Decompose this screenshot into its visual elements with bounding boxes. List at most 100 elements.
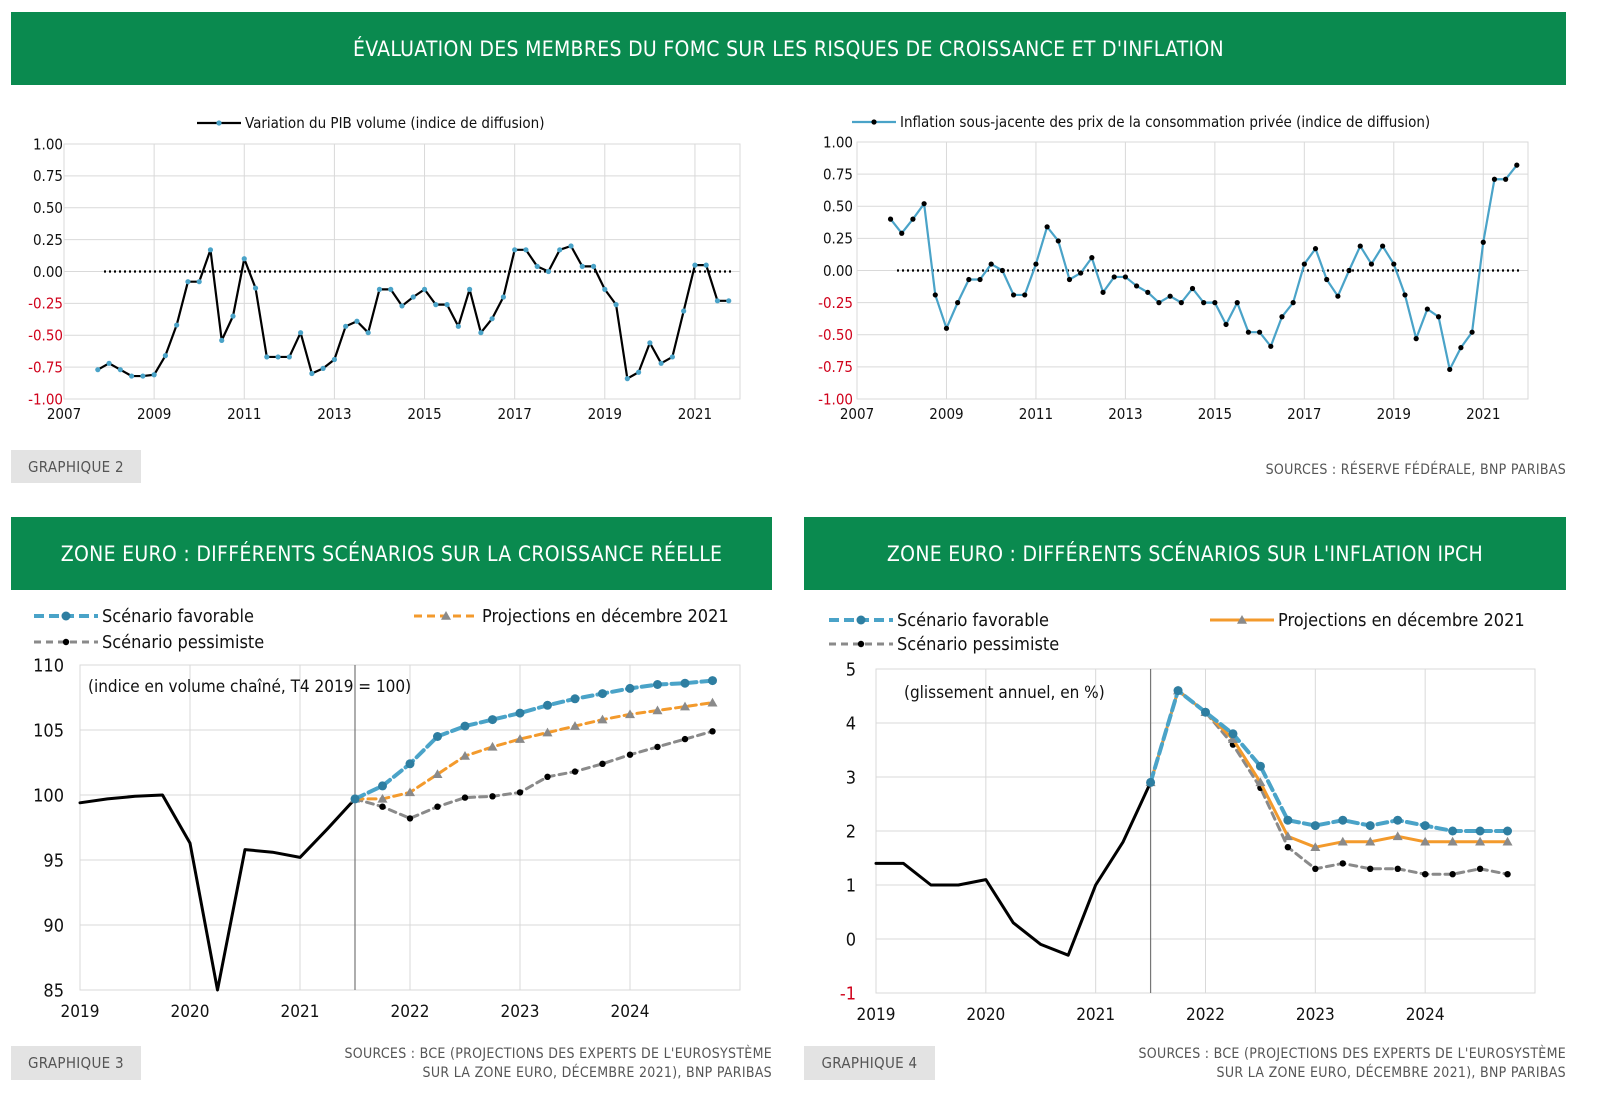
y-tick-label: 1 bbox=[846, 875, 856, 896]
data-point bbox=[488, 715, 497, 725]
graph4-banner: ZONE EURO : DIFFÉRENTS SCÉNARIOS SUR L'I… bbox=[804, 517, 1566, 590]
data-point bbox=[129, 373, 135, 379]
y-tick-label: 100 bbox=[33, 785, 64, 806]
data-point bbox=[1435, 314, 1442, 320]
series-line bbox=[353, 729, 714, 820]
data-point bbox=[140, 373, 146, 379]
data-point bbox=[999, 267, 1005, 274]
data-point bbox=[703, 262, 709, 268]
y-tick-label: 90 bbox=[43, 915, 64, 936]
graph4-sources-line1: SOURCES : BCE (PROJECTIONS DES EXPERTS D… bbox=[1138, 1046, 1566, 1062]
data-point bbox=[515, 734, 525, 743]
data-point bbox=[117, 367, 123, 373]
y-tick-label: 0.00 bbox=[33, 263, 63, 281]
data-point bbox=[1227, 734, 1238, 743]
data-point bbox=[680, 678, 690, 688]
data-point bbox=[570, 721, 580, 730]
y-tick-label: 85 bbox=[43, 980, 64, 1001]
data-point bbox=[654, 743, 661, 751]
data-point bbox=[1257, 329, 1263, 335]
graph2-tag: GRAPHIQUE 2 bbox=[11, 450, 141, 483]
legend-marker bbox=[871, 119, 877, 125]
graph2-sources: SOURCES : RÉSERVE FÉDÉRALE, BNP PARIBAS bbox=[1266, 461, 1566, 480]
y-tick-label: -0.50 bbox=[28, 327, 63, 345]
data-point bbox=[1310, 842, 1321, 851]
y-tick-label: -1 bbox=[840, 983, 856, 1004]
data-point bbox=[544, 773, 551, 780]
data-point bbox=[708, 676, 717, 686]
data-point bbox=[298, 330, 304, 336]
data-point bbox=[1033, 261, 1039, 267]
data-point bbox=[460, 751, 470, 760]
y-tick-label: 1.00 bbox=[823, 133, 853, 151]
data-point bbox=[1010, 292, 1017, 298]
x-tick-label: 2023 bbox=[501, 1002, 540, 1022]
data-point bbox=[1448, 826, 1458, 836]
data-point bbox=[515, 708, 525, 718]
data-point bbox=[1514, 162, 1520, 168]
data-point bbox=[1189, 285, 1196, 292]
data-point bbox=[977, 276, 983, 283]
data-point bbox=[489, 316, 495, 322]
graph3-banner: ZONE EURO : DIFFÉRENTS SCÉNARIOS SUR LA … bbox=[11, 517, 772, 590]
data-point bbox=[1420, 836, 1431, 846]
series-line bbox=[353, 678, 715, 801]
data-point bbox=[988, 261, 994, 267]
x-tick-label: 2021 bbox=[1466, 405, 1500, 423]
data-point bbox=[625, 709, 635, 719]
data-point bbox=[1167, 293, 1173, 299]
data-point bbox=[1491, 176, 1498, 182]
chart-annotation: (indice en volume chaîné, T4 2019 = 100) bbox=[88, 677, 411, 697]
y-tick-label: -1.00 bbox=[818, 390, 853, 408]
data-point bbox=[1290, 300, 1296, 306]
data-point bbox=[1301, 261, 1307, 267]
data-point bbox=[692, 262, 698, 268]
data-point bbox=[899, 230, 905, 236]
data-point bbox=[681, 735, 689, 743]
data-point bbox=[461, 794, 469, 801]
data-point bbox=[331, 356, 337, 363]
graph4-title: ZONE EURO : DIFFÉRENTS SCÉNARIOS SUR L'I… bbox=[886, 541, 1484, 566]
x-tick-label: 2007 bbox=[840, 405, 874, 423]
y-tick-label: -1.00 bbox=[28, 390, 63, 408]
legend-label: Scénario favorable bbox=[102, 606, 254, 627]
data-point bbox=[955, 300, 961, 306]
data-point bbox=[286, 354, 292, 360]
data-point bbox=[1365, 821, 1375, 831]
data-point bbox=[653, 680, 662, 689]
data-point bbox=[467, 286, 473, 292]
data-point bbox=[241, 256, 247, 262]
data-point bbox=[597, 714, 608, 724]
data-point bbox=[590, 263, 597, 269]
series-line bbox=[78, 793, 357, 992]
x-tick-label: 2009 bbox=[929, 405, 963, 423]
graph3-title: ZONE EURO : DIFFÉRENTS SCÉNARIOS SUR LA … bbox=[60, 541, 723, 566]
data-point bbox=[1475, 836, 1486, 846]
data-point bbox=[1394, 865, 1401, 872]
series-line bbox=[1149, 689, 1510, 876]
data-point bbox=[1357, 243, 1363, 249]
data-point bbox=[598, 689, 607, 699]
data-point bbox=[487, 741, 498, 751]
data-point bbox=[570, 694, 580, 704]
data-point bbox=[1402, 292, 1408, 298]
chart-euro-growth-scenarios: 2019 2020 2021 2022 2023 2024 110 105 100 95 90 85 (… bbox=[33, 606, 741, 1022]
y-tick-label: 0 bbox=[846, 929, 856, 950]
data-point bbox=[405, 759, 415, 769]
data-point bbox=[726, 298, 732, 304]
chart-core-inflation-diffusion: 2007 2009 2011 2013 2015 2017 2019 2021 1.00 0.75… bbox=[818, 113, 1529, 423]
data-point bbox=[714, 298, 721, 304]
y-tick-label: 0.25 bbox=[33, 231, 63, 249]
data-point bbox=[707, 697, 718, 707]
data-point bbox=[1449, 871, 1456, 878]
data-point bbox=[264, 354, 270, 360]
data-point bbox=[602, 286, 608, 292]
data-point bbox=[365, 330, 371, 336]
data-point bbox=[1339, 860, 1346, 867]
data-point bbox=[543, 700, 552, 710]
legend-label: Scénario pessimiste bbox=[102, 632, 264, 653]
data-point bbox=[1223, 321, 1229, 328]
data-point bbox=[669, 354, 676, 360]
data-point bbox=[1245, 329, 1252, 335]
graph2-sources-text: SOURCES : RÉSERVE FÉDÉRALE, BNP PARIBAS bbox=[1265, 462, 1566, 478]
